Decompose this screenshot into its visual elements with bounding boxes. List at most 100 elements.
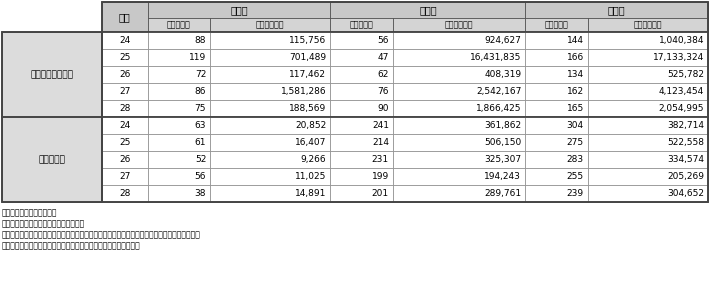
Text: 334,574: 334,574 xyxy=(667,155,704,164)
Bar xyxy=(393,168,525,185)
Text: 525,782: 525,782 xyxy=(667,70,704,79)
Bar xyxy=(525,151,588,168)
Bar xyxy=(330,117,393,134)
Text: 205,269: 205,269 xyxy=(667,172,704,181)
Bar xyxy=(588,117,708,134)
Text: 144: 144 xyxy=(567,36,584,45)
Text: 162: 162 xyxy=(567,87,584,96)
Text: 289,761: 289,761 xyxy=(484,189,521,198)
Bar xyxy=(588,134,708,151)
Text: 134: 134 xyxy=(567,70,584,79)
Bar xyxy=(588,185,708,202)
Bar xyxy=(588,49,708,66)
Bar xyxy=(330,134,393,151)
Text: 506,150: 506,150 xyxy=(484,138,521,147)
Text: 2,054,995: 2,054,995 xyxy=(658,104,704,113)
Text: 総　数: 総 数 xyxy=(608,5,626,15)
Text: 275: 275 xyxy=(567,138,584,147)
Bar xyxy=(2,32,102,117)
Bar xyxy=(525,49,588,66)
Bar xyxy=(148,168,210,185)
Text: 72: 72 xyxy=(195,70,206,79)
Bar xyxy=(393,134,525,151)
Text: 119: 119 xyxy=(189,53,206,62)
Text: 金額（千円）: 金額（千円） xyxy=(445,21,474,30)
Bar xyxy=(148,49,210,66)
Bar xyxy=(102,2,708,202)
Bar xyxy=(102,32,148,49)
Text: 26: 26 xyxy=(119,155,131,164)
Text: 金額（千円）: 金額（千円） xyxy=(256,21,285,30)
Bar xyxy=(102,2,708,32)
Text: 4,123,454: 4,123,454 xyxy=(659,87,704,96)
Text: 201: 201 xyxy=(372,189,389,198)
Bar xyxy=(525,100,588,117)
Bar xyxy=(2,32,102,202)
Bar xyxy=(148,32,210,49)
Bar xyxy=(330,185,393,202)
Bar xyxy=(2,117,102,202)
Bar xyxy=(525,117,588,134)
Bar xyxy=(330,32,393,49)
Bar xyxy=(102,151,148,168)
Text: 255: 255 xyxy=(567,172,584,181)
Bar xyxy=(330,2,525,18)
Text: 人員（人）: 人員（人） xyxy=(545,21,569,30)
Text: 56: 56 xyxy=(378,36,389,45)
Text: 1,866,425: 1,866,425 xyxy=(476,104,521,113)
Text: ２：金額は、千円未満切捨てである。: ２：金額は、千円未満切捨てである。 xyxy=(2,219,85,228)
Bar xyxy=(330,83,393,100)
Text: 24: 24 xyxy=(119,36,131,45)
Bar xyxy=(588,66,708,83)
Bar xyxy=(393,83,525,100)
Text: 88: 88 xyxy=(195,36,206,45)
Text: 28: 28 xyxy=(119,189,131,198)
Bar xyxy=(525,83,588,100)
Bar xyxy=(148,2,330,18)
Bar xyxy=(393,100,525,117)
Text: 9,266: 9,266 xyxy=(301,155,327,164)
Bar xyxy=(525,18,588,32)
Text: 追　徴: 追 徴 xyxy=(419,5,437,15)
Text: 199: 199 xyxy=(372,172,389,181)
Bar xyxy=(102,134,148,151)
Text: 115,756: 115,756 xyxy=(289,36,327,45)
Bar xyxy=(393,18,525,32)
Text: 28: 28 xyxy=(119,104,131,113)
Text: 61: 61 xyxy=(195,138,206,147)
Text: 283: 283 xyxy=(567,155,584,164)
Text: 1,040,384: 1,040,384 xyxy=(658,36,704,45)
Bar xyxy=(393,66,525,83)
Text: 人員（人）: 人員（人） xyxy=(350,21,373,30)
Bar xyxy=(393,151,525,168)
Bar xyxy=(588,32,708,49)
Text: 231: 231 xyxy=(372,155,389,164)
Bar xyxy=(330,168,393,185)
Bar xyxy=(525,168,588,185)
Bar xyxy=(588,151,708,168)
Text: 麻薬特例法: 麻薬特例法 xyxy=(38,155,65,164)
Text: 没　収: 没 収 xyxy=(230,5,248,15)
Text: 408,319: 408,319 xyxy=(484,70,521,79)
Text: 361,862: 361,862 xyxy=(484,121,521,130)
Bar xyxy=(330,66,393,83)
Text: 924,627: 924,627 xyxy=(484,36,521,45)
Bar xyxy=(210,134,330,151)
Bar xyxy=(210,151,330,168)
Bar xyxy=(210,83,330,100)
Bar xyxy=(210,185,330,202)
Text: 188,569: 188,569 xyxy=(289,104,327,113)
Bar xyxy=(393,32,525,49)
Bar xyxy=(393,49,525,66)
Bar xyxy=(102,117,148,134)
Text: 304: 304 xyxy=(567,121,584,130)
Text: 27: 27 xyxy=(119,87,131,96)
Text: 11,025: 11,025 xyxy=(295,172,327,181)
Bar xyxy=(210,49,330,66)
Text: 金額（千円）: 金額（千円） xyxy=(633,21,662,30)
Text: 86: 86 xyxy=(195,87,206,96)
Text: 25: 25 xyxy=(119,138,131,147)
Bar xyxy=(148,66,210,83)
Text: 701,489: 701,489 xyxy=(290,53,327,62)
Text: 304,652: 304,652 xyxy=(667,189,704,198)
